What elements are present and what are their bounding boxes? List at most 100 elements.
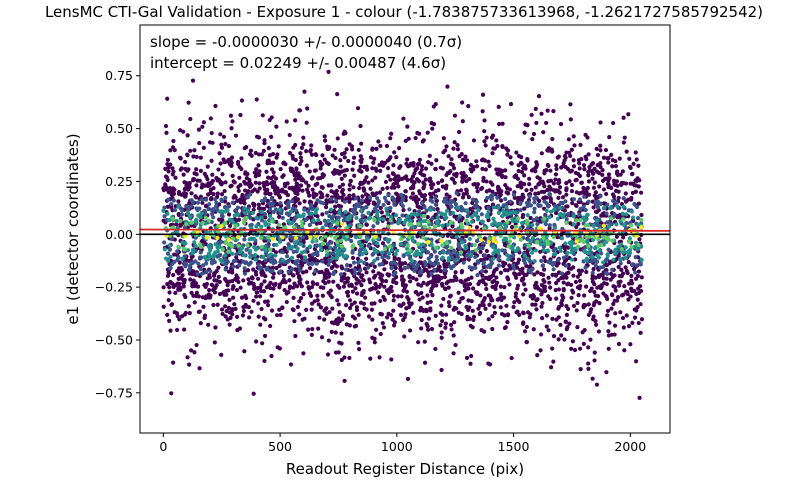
scatter-point — [234, 273, 239, 278]
scatter-point — [542, 241, 547, 246]
scatter-point — [589, 162, 594, 167]
scatter-point — [463, 278, 468, 283]
scatter-point — [265, 158, 271, 163]
scatter-point — [391, 308, 396, 313]
scatter-point — [564, 150, 569, 155]
scatter-point — [369, 307, 375, 312]
scatter-point — [597, 301, 602, 306]
scatter-point — [593, 318, 598, 324]
scatter-point — [204, 294, 209, 299]
scatter-point — [452, 180, 457, 185]
scatter-point — [592, 289, 597, 295]
scatter-point — [335, 251, 340, 256]
scatter-point — [298, 295, 304, 301]
scatter-point — [619, 274, 624, 279]
scatter-point — [584, 234, 589, 240]
scatter-point — [500, 174, 505, 179]
scatter-point — [348, 178, 353, 184]
scatter-point — [345, 293, 351, 298]
scatter-point — [328, 288, 333, 293]
scatter-point — [374, 146, 379, 151]
scatter-point — [513, 294, 518, 299]
scatter-point — [385, 272, 390, 277]
scatter-point — [241, 253, 246, 258]
scatter-point — [194, 342, 199, 348]
scatter-point — [616, 341, 622, 347]
scatter-point — [432, 267, 437, 272]
scatter-point — [314, 261, 319, 266]
scatter-point — [263, 258, 268, 263]
scatter-point — [434, 274, 439, 279]
scatter-point — [460, 179, 465, 184]
scatter-point — [634, 263, 639, 268]
scatter-point — [399, 294, 404, 299]
scatter-point — [473, 254, 478, 260]
scatter-point — [307, 244, 313, 249]
scatter-point — [556, 195, 561, 201]
scatter-point — [167, 243, 172, 248]
scatter-point — [168, 148, 173, 153]
scatter-point — [619, 246, 624, 252]
scatter-point — [438, 323, 443, 328]
scatter-point — [550, 346, 555, 351]
scatter-point — [545, 248, 551, 254]
scatter-point — [631, 161, 636, 166]
scatter-point — [410, 238, 416, 243]
scatter-point — [372, 340, 377, 345]
scatter-point — [161, 285, 166, 290]
scatter-point — [564, 188, 569, 193]
scatter-point — [573, 279, 579, 285]
scatter-point — [375, 196, 380, 201]
scatter-point — [504, 146, 509, 151]
scatter-point — [412, 195, 417, 200]
scatter-point — [504, 190, 509, 195]
scatter-point — [259, 265, 264, 270]
scatter-point — [484, 286, 489, 292]
scatter-point — [318, 247, 324, 252]
scatter-point — [230, 173, 235, 178]
scatter-point — [480, 166, 485, 172]
scatter-point — [356, 340, 361, 345]
scatter-point — [542, 284, 547, 289]
scatter-point — [442, 268, 447, 273]
scatter-point — [560, 200, 565, 206]
scatter-point — [302, 255, 308, 260]
scatter-point — [548, 209, 554, 214]
scatter-point — [333, 155, 338, 161]
scatter-point — [439, 275, 444, 280]
scatter-point — [256, 163, 261, 168]
scatter-point — [248, 260, 253, 265]
scatter-point — [636, 269, 642, 274]
scatter-point — [334, 221, 340, 226]
scatter-point — [456, 129, 462, 135]
scatter-point — [294, 181, 299, 186]
scatter-point — [461, 192, 466, 197]
scatter-point — [323, 281, 328, 286]
scatter-point — [477, 311, 482, 317]
scatter-point — [268, 280, 273, 285]
scatter-point — [175, 327, 180, 333]
scatter-point — [472, 242, 477, 248]
scatter-point — [199, 271, 205, 276]
scatter-point — [282, 245, 287, 251]
scatter-point — [562, 208, 567, 213]
scatter-point — [262, 212, 267, 217]
scatter-point — [261, 289, 267, 294]
scatter-point — [358, 154, 363, 159]
scatter-point — [299, 145, 305, 150]
scatter-point — [371, 160, 376, 165]
scatter-point — [618, 172, 623, 177]
scatter-point — [176, 199, 181, 204]
scatter-point — [593, 246, 598, 251]
scatter-point — [287, 150, 293, 156]
scatter-point — [356, 312, 361, 317]
scatter-point — [550, 136, 555, 142]
scatter-point — [581, 185, 586, 191]
scatter-point — [337, 285, 342, 290]
scatter-point — [566, 281, 571, 286]
scatter-point — [344, 167, 349, 173]
scatter-point — [467, 305, 472, 310]
scatter-point — [596, 237, 601, 242]
scatter-point — [424, 309, 429, 314]
scatter-point — [403, 189, 408, 194]
